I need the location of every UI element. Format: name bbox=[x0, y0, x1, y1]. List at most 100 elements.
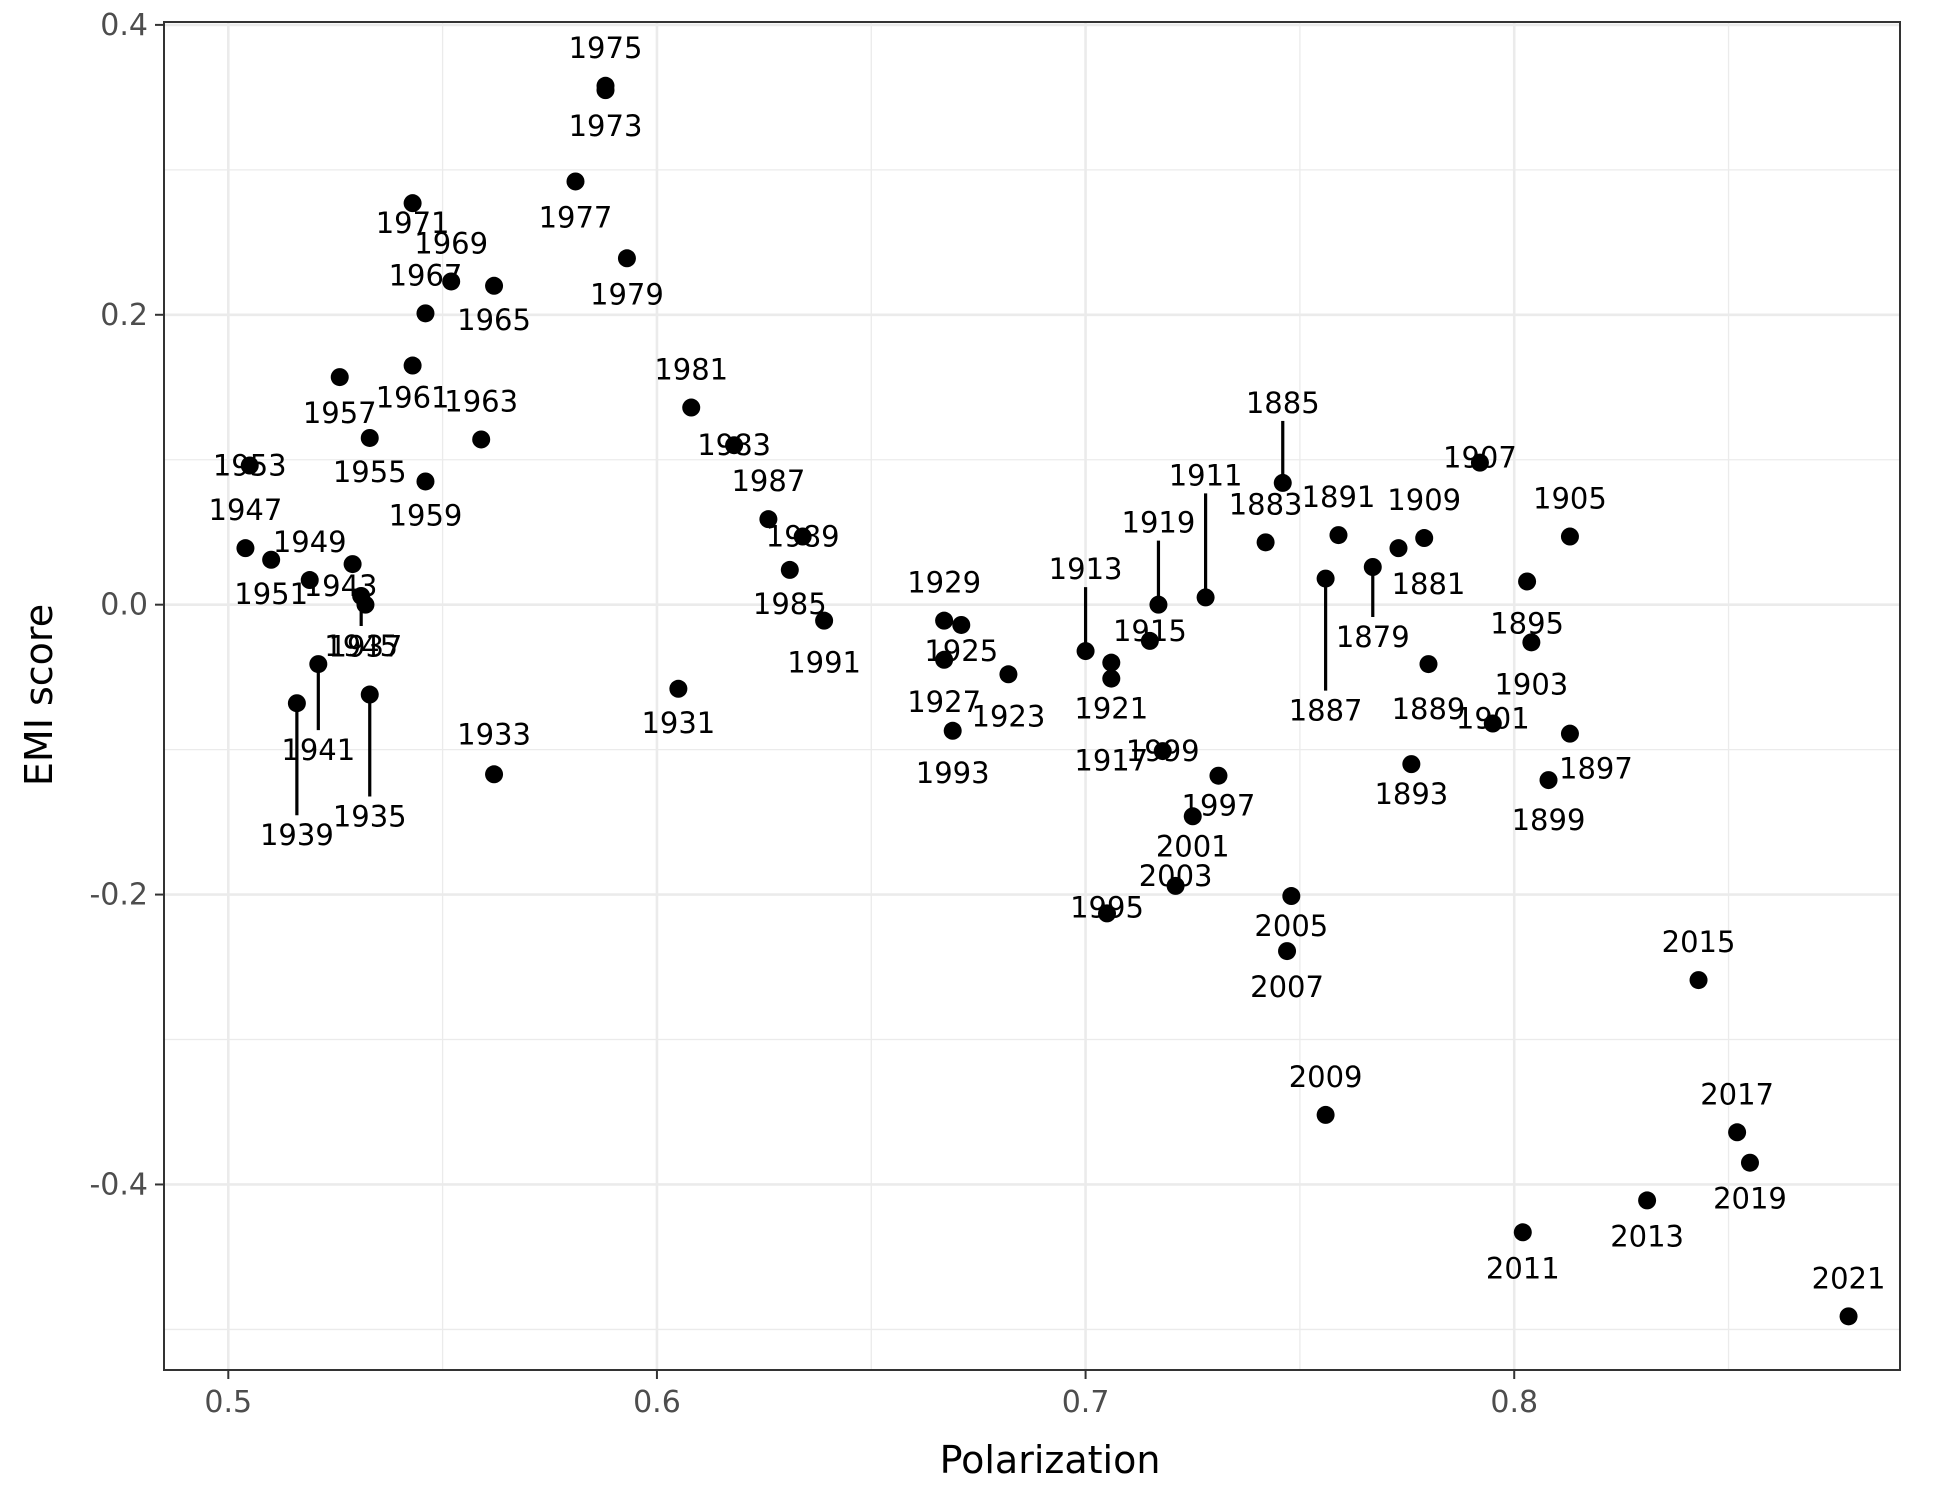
point-label-1987: 1987 bbox=[731, 464, 805, 498]
y-tick-label: 0.4 bbox=[100, 8, 148, 43]
point-1931 bbox=[669, 679, 688, 698]
data-points bbox=[236, 76, 1858, 1326]
point-2021 bbox=[1839, 1307, 1858, 1326]
point-label-2005: 2005 bbox=[1254, 909, 1328, 943]
point-label-1917: 1917 bbox=[1074, 744, 1148, 778]
point-label-1913: 1913 bbox=[1049, 552, 1123, 586]
point-label-1901: 1901 bbox=[1456, 702, 1530, 736]
point-label-1893: 1893 bbox=[1374, 777, 1448, 811]
point-1955 bbox=[360, 428, 379, 447]
point-1905 bbox=[1560, 527, 1579, 546]
point-labels: 1879 1881 1883 1885 1887 1889 1891 1893 1895 1897… bbox=[209, 31, 1886, 1296]
y-axis-title: EMI score bbox=[17, 604, 61, 786]
point-2019 bbox=[1740, 1153, 1759, 1172]
point-label-1979: 1979 bbox=[590, 277, 664, 311]
point-label-1999: 1999 bbox=[1126, 734, 1200, 768]
point-1929 bbox=[935, 611, 954, 630]
point-2017 bbox=[1728, 1123, 1747, 1142]
point-1983 bbox=[725, 436, 744, 455]
point-1935 bbox=[360, 685, 379, 704]
point-label-1955: 1955 bbox=[333, 455, 407, 489]
x-axis-title: Polarization bbox=[940, 1438, 1161, 1482]
point-label-1931: 1931 bbox=[641, 706, 715, 740]
point-label-1903: 1903 bbox=[1494, 667, 1568, 701]
point-label-2003: 2003 bbox=[1139, 859, 1213, 893]
point-label-2011: 2011 bbox=[1486, 1251, 1560, 1285]
point-label-1981: 1981 bbox=[654, 353, 728, 387]
point-1933 bbox=[485, 765, 504, 784]
point-label-1923: 1923 bbox=[972, 699, 1046, 733]
point-label-1933: 1933 bbox=[457, 717, 531, 751]
point-1895 bbox=[1518, 572, 1537, 591]
point-1949 bbox=[300, 571, 319, 590]
point-1919 bbox=[1149, 595, 1168, 614]
point-1907 bbox=[1470, 453, 1489, 472]
point-2001 bbox=[1183, 807, 1202, 826]
y-tick-label: 0.0 bbox=[100, 588, 148, 623]
point-1899 bbox=[1539, 771, 1558, 790]
point-label-1989: 1989 bbox=[766, 520, 840, 554]
point-label-1937: 1937 bbox=[329, 630, 403, 664]
point-1991 bbox=[815, 611, 834, 630]
point-label-1939: 1939 bbox=[260, 818, 334, 852]
point-label-1889: 1889 bbox=[1392, 692, 1466, 726]
point-2011 bbox=[1513, 1223, 1532, 1242]
point-1963 bbox=[472, 430, 491, 449]
point-label-1971: 1971 bbox=[376, 206, 450, 240]
point-label-1969: 1969 bbox=[414, 226, 488, 260]
point-1893 bbox=[1402, 755, 1421, 774]
point-label-1927: 1927 bbox=[907, 685, 981, 719]
point-label-2007: 2007 bbox=[1250, 970, 1324, 1004]
point-1957 bbox=[330, 368, 349, 387]
point-2015 bbox=[1689, 971, 1708, 990]
point-label-2015: 2015 bbox=[1662, 925, 1736, 959]
point-1971 bbox=[403, 194, 422, 213]
point-label-1911: 1911 bbox=[1169, 458, 1243, 492]
point-label-1883: 1883 bbox=[1229, 487, 1303, 521]
point-1965 bbox=[485, 276, 504, 295]
point-label-1899: 1899 bbox=[1512, 803, 1586, 837]
point-2009 bbox=[1316, 1105, 1335, 1124]
plot-panel-background bbox=[164, 22, 1900, 1370]
point-1927 bbox=[935, 650, 954, 669]
point-1959 bbox=[416, 472, 435, 491]
point-1939 bbox=[287, 694, 306, 713]
point-label-2021: 2021 bbox=[1812, 1261, 1886, 1295]
point-1913 bbox=[1076, 642, 1095, 661]
point-label-1907: 1907 bbox=[1443, 441, 1517, 475]
point-label-1929: 1929 bbox=[907, 566, 981, 600]
point-label-1943: 1943 bbox=[304, 569, 378, 603]
point-1941 bbox=[309, 655, 328, 674]
point-1887 bbox=[1316, 569, 1335, 588]
point-1995 bbox=[1098, 904, 1117, 923]
x-axis: 0.5 0.6 0.7 0.8 bbox=[204, 1370, 1538, 1420]
point-1925 bbox=[952, 615, 971, 634]
point-label-1921: 1921 bbox=[1074, 692, 1148, 726]
point-label-1887: 1887 bbox=[1289, 694, 1363, 728]
point-label-1915: 1915 bbox=[1113, 614, 1187, 648]
point-label-1951: 1951 bbox=[234, 577, 308, 611]
point-1915 bbox=[1140, 631, 1159, 650]
point-1921 bbox=[1102, 653, 1121, 672]
point-1883 bbox=[1256, 533, 1275, 552]
point-label-1881: 1881 bbox=[1392, 567, 1466, 601]
grid-lines bbox=[164, 22, 1900, 1370]
point-1989 bbox=[793, 527, 812, 546]
point-label-1949: 1949 bbox=[273, 525, 347, 559]
point-1943 bbox=[343, 555, 362, 574]
point-1911 bbox=[1196, 588, 1215, 607]
label-leader-lines bbox=[295, 420, 1375, 816]
point-label-2001: 2001 bbox=[1156, 829, 1230, 863]
point-label-1995: 1995 bbox=[1070, 890, 1144, 924]
point-1981 bbox=[682, 398, 701, 417]
point-label-1895: 1895 bbox=[1490, 606, 1564, 640]
point-label-1953: 1953 bbox=[213, 449, 287, 483]
x-tick-label: 0.7 bbox=[1062, 1385, 1110, 1420]
point-label-1945: 1945 bbox=[324, 629, 398, 663]
point-2005 bbox=[1282, 887, 1301, 906]
point-label-1909: 1909 bbox=[1387, 483, 1461, 517]
point-label-1983: 1983 bbox=[697, 428, 771, 462]
point-label-1965: 1965 bbox=[457, 303, 531, 337]
point-1993 bbox=[943, 721, 962, 740]
y-tick-label: 0.2 bbox=[100, 298, 148, 333]
